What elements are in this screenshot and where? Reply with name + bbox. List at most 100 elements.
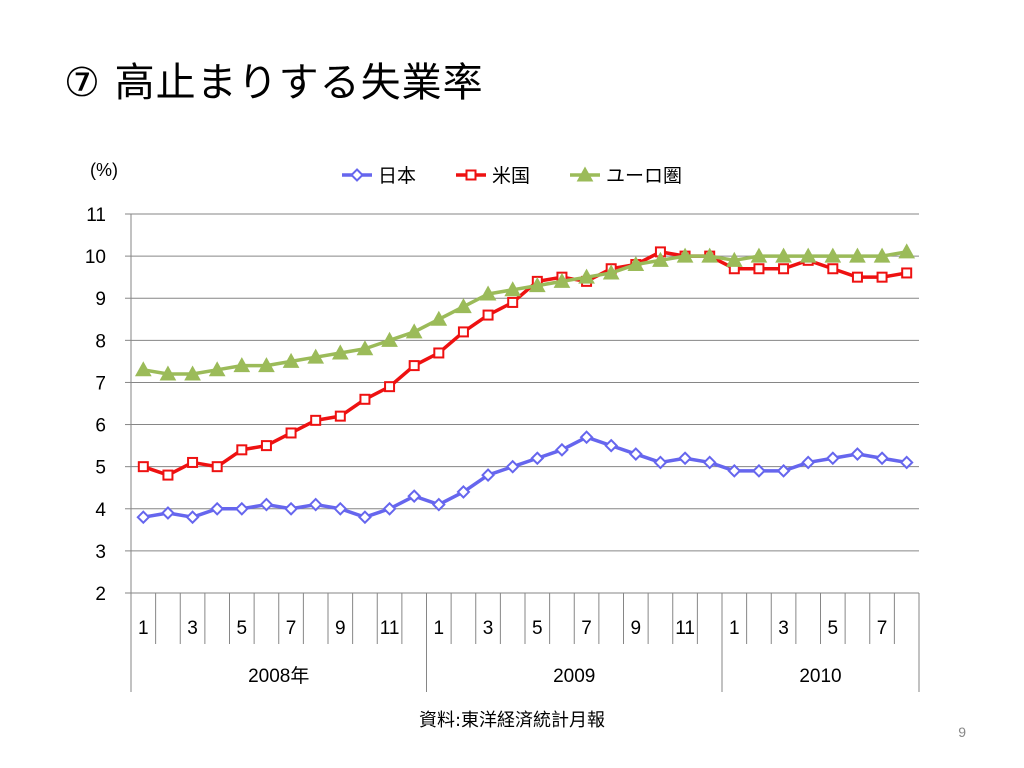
- legend-label: 日本: [378, 165, 416, 187]
- data-point-japan: [678, 451, 692, 466]
- data-point-eurozone: [602, 264, 620, 280]
- data-point-eurozone: [159, 365, 177, 381]
- data-point-japan: [259, 497, 274, 512]
- data-point-eurozone: [233, 357, 251, 373]
- data-point-us: [162, 469, 174, 481]
- data-point-japan: [407, 489, 422, 504]
- data-point-japan: [850, 447, 865, 461]
- data-point-eurozone: [307, 348, 325, 364]
- data-point-japan: [185, 510, 200, 525]
- legend-label: ユーロ圏: [606, 166, 682, 187]
- data-point-japan: [628, 447, 643, 461]
- data-point-us: [260, 440, 272, 452]
- legend-swatch-marker: [576, 166, 594, 182]
- data-point-us: [851, 271, 863, 283]
- data-point-us: [384, 381, 396, 393]
- x-year-label: 2008年: [248, 665, 309, 687]
- legend-swatch-marker: [350, 168, 364, 182]
- data-point-japan: [333, 501, 348, 516]
- data-point-us: [408, 360, 420, 372]
- data-point-eurozone: [455, 298, 472, 314]
- data-point-eurozone: [430, 310, 448, 326]
- data-point-eurozone: [824, 247, 842, 263]
- y-tick-label: 9: [95, 289, 106, 310]
- data-point-eurozone: [701, 247, 719, 263]
- data-point-japan: [899, 455, 914, 470]
- x-tick-label: 5: [532, 618, 543, 639]
- y-tick-label: 7: [95, 373, 106, 394]
- legend-swatch-marker: [465, 169, 477, 181]
- data-point-us: [753, 263, 765, 275]
- data-point-us: [507, 296, 519, 308]
- data-point-eurozone: [849, 247, 866, 263]
- x-tick-label: 1: [434, 618, 445, 639]
- x-tick-label: 1: [138, 618, 149, 639]
- data-point-eurozone: [208, 361, 226, 377]
- data-point-japan: [579, 430, 594, 445]
- x-tick-label: 7: [286, 618, 297, 639]
- data-point-japan: [875, 451, 889, 466]
- x-tick-label: 5: [828, 618, 839, 639]
- data-point-eurozone: [750, 247, 768, 263]
- series-line-eurozone: [143, 250, 907, 376]
- data-series: [134, 243, 916, 525]
- data-point-eurozone: [799, 247, 817, 263]
- x-tick-label: 7: [877, 618, 888, 639]
- data-point-eurozone: [652, 251, 669, 267]
- x-tick-label: 7: [581, 618, 592, 639]
- y-tick-label: 8: [95, 331, 106, 352]
- x-tick-label: 3: [483, 618, 494, 639]
- y-axis-tick-labels: 2 3 4 5 6 7 8 9 10 11: [85, 205, 107, 605]
- series-us: [137, 246, 913, 481]
- data-point-eurozone: [331, 344, 349, 360]
- series-line-japan: [143, 435, 907, 519]
- data-point-japan: [653, 455, 668, 470]
- x-tick-label: 11: [675, 618, 695, 639]
- legend-item-us: 米国: [456, 165, 530, 187]
- data-point-us: [137, 461, 149, 473]
- data-point-japan: [752, 463, 766, 478]
- data-point-japan: [604, 438, 619, 453]
- data-point-japan: [234, 501, 249, 516]
- x-year-label: 2010: [799, 666, 841, 687]
- data-point-us: [236, 444, 248, 456]
- y-axis-unit-label: (%): [90, 160, 118, 180]
- y-tick-label: 2: [95, 584, 106, 605]
- data-point-japan: [481, 468, 495, 483]
- x-tick-label: 1: [729, 618, 740, 639]
- y-tick-label: 4: [95, 500, 106, 521]
- data-point-japan: [136, 510, 151, 525]
- data-point-japan: [284, 501, 298, 516]
- data-point-japan: [505, 459, 520, 474]
- legend-label: 米国: [492, 165, 530, 187]
- data-point-japan: [702, 455, 717, 470]
- data-point-eurozone: [676, 247, 694, 263]
- data-point-eurozone: [282, 352, 300, 368]
- data-point-eurozone: [258, 357, 275, 373]
- data-point-eurozone: [381, 331, 398, 347]
- data-point-us: [285, 427, 297, 439]
- axes: [125, 213, 919, 594]
- data-point-japan: [727, 463, 742, 478]
- data-point-japan: [308, 497, 323, 512]
- source-note: 資料:東洋経済統計月報: [418, 710, 606, 731]
- slide-title: ⑦ 高止まりする失業率: [64, 60, 484, 106]
- data-point-japan: [358, 510, 372, 525]
- y-tick-label: 3: [95, 542, 106, 563]
- data-point-us: [876, 271, 888, 283]
- x-year-label: 2009: [553, 666, 595, 687]
- data-point-eurozone: [528, 277, 546, 293]
- data-point-eurozone: [873, 247, 891, 263]
- page-number: 9: [958, 724, 966, 740]
- data-point-japan: [825, 451, 840, 466]
- data-point-us: [310, 414, 322, 426]
- data-point-eurozone: [405, 323, 423, 339]
- series-line-us: [142, 250, 907, 477]
- data-point-eurozone: [184, 365, 201, 381]
- y-tick-label: 5: [95, 458, 106, 479]
- data-point-japan: [776, 463, 791, 478]
- data-point-eurozone: [356, 340, 374, 356]
- data-point-eurozone: [479, 285, 497, 301]
